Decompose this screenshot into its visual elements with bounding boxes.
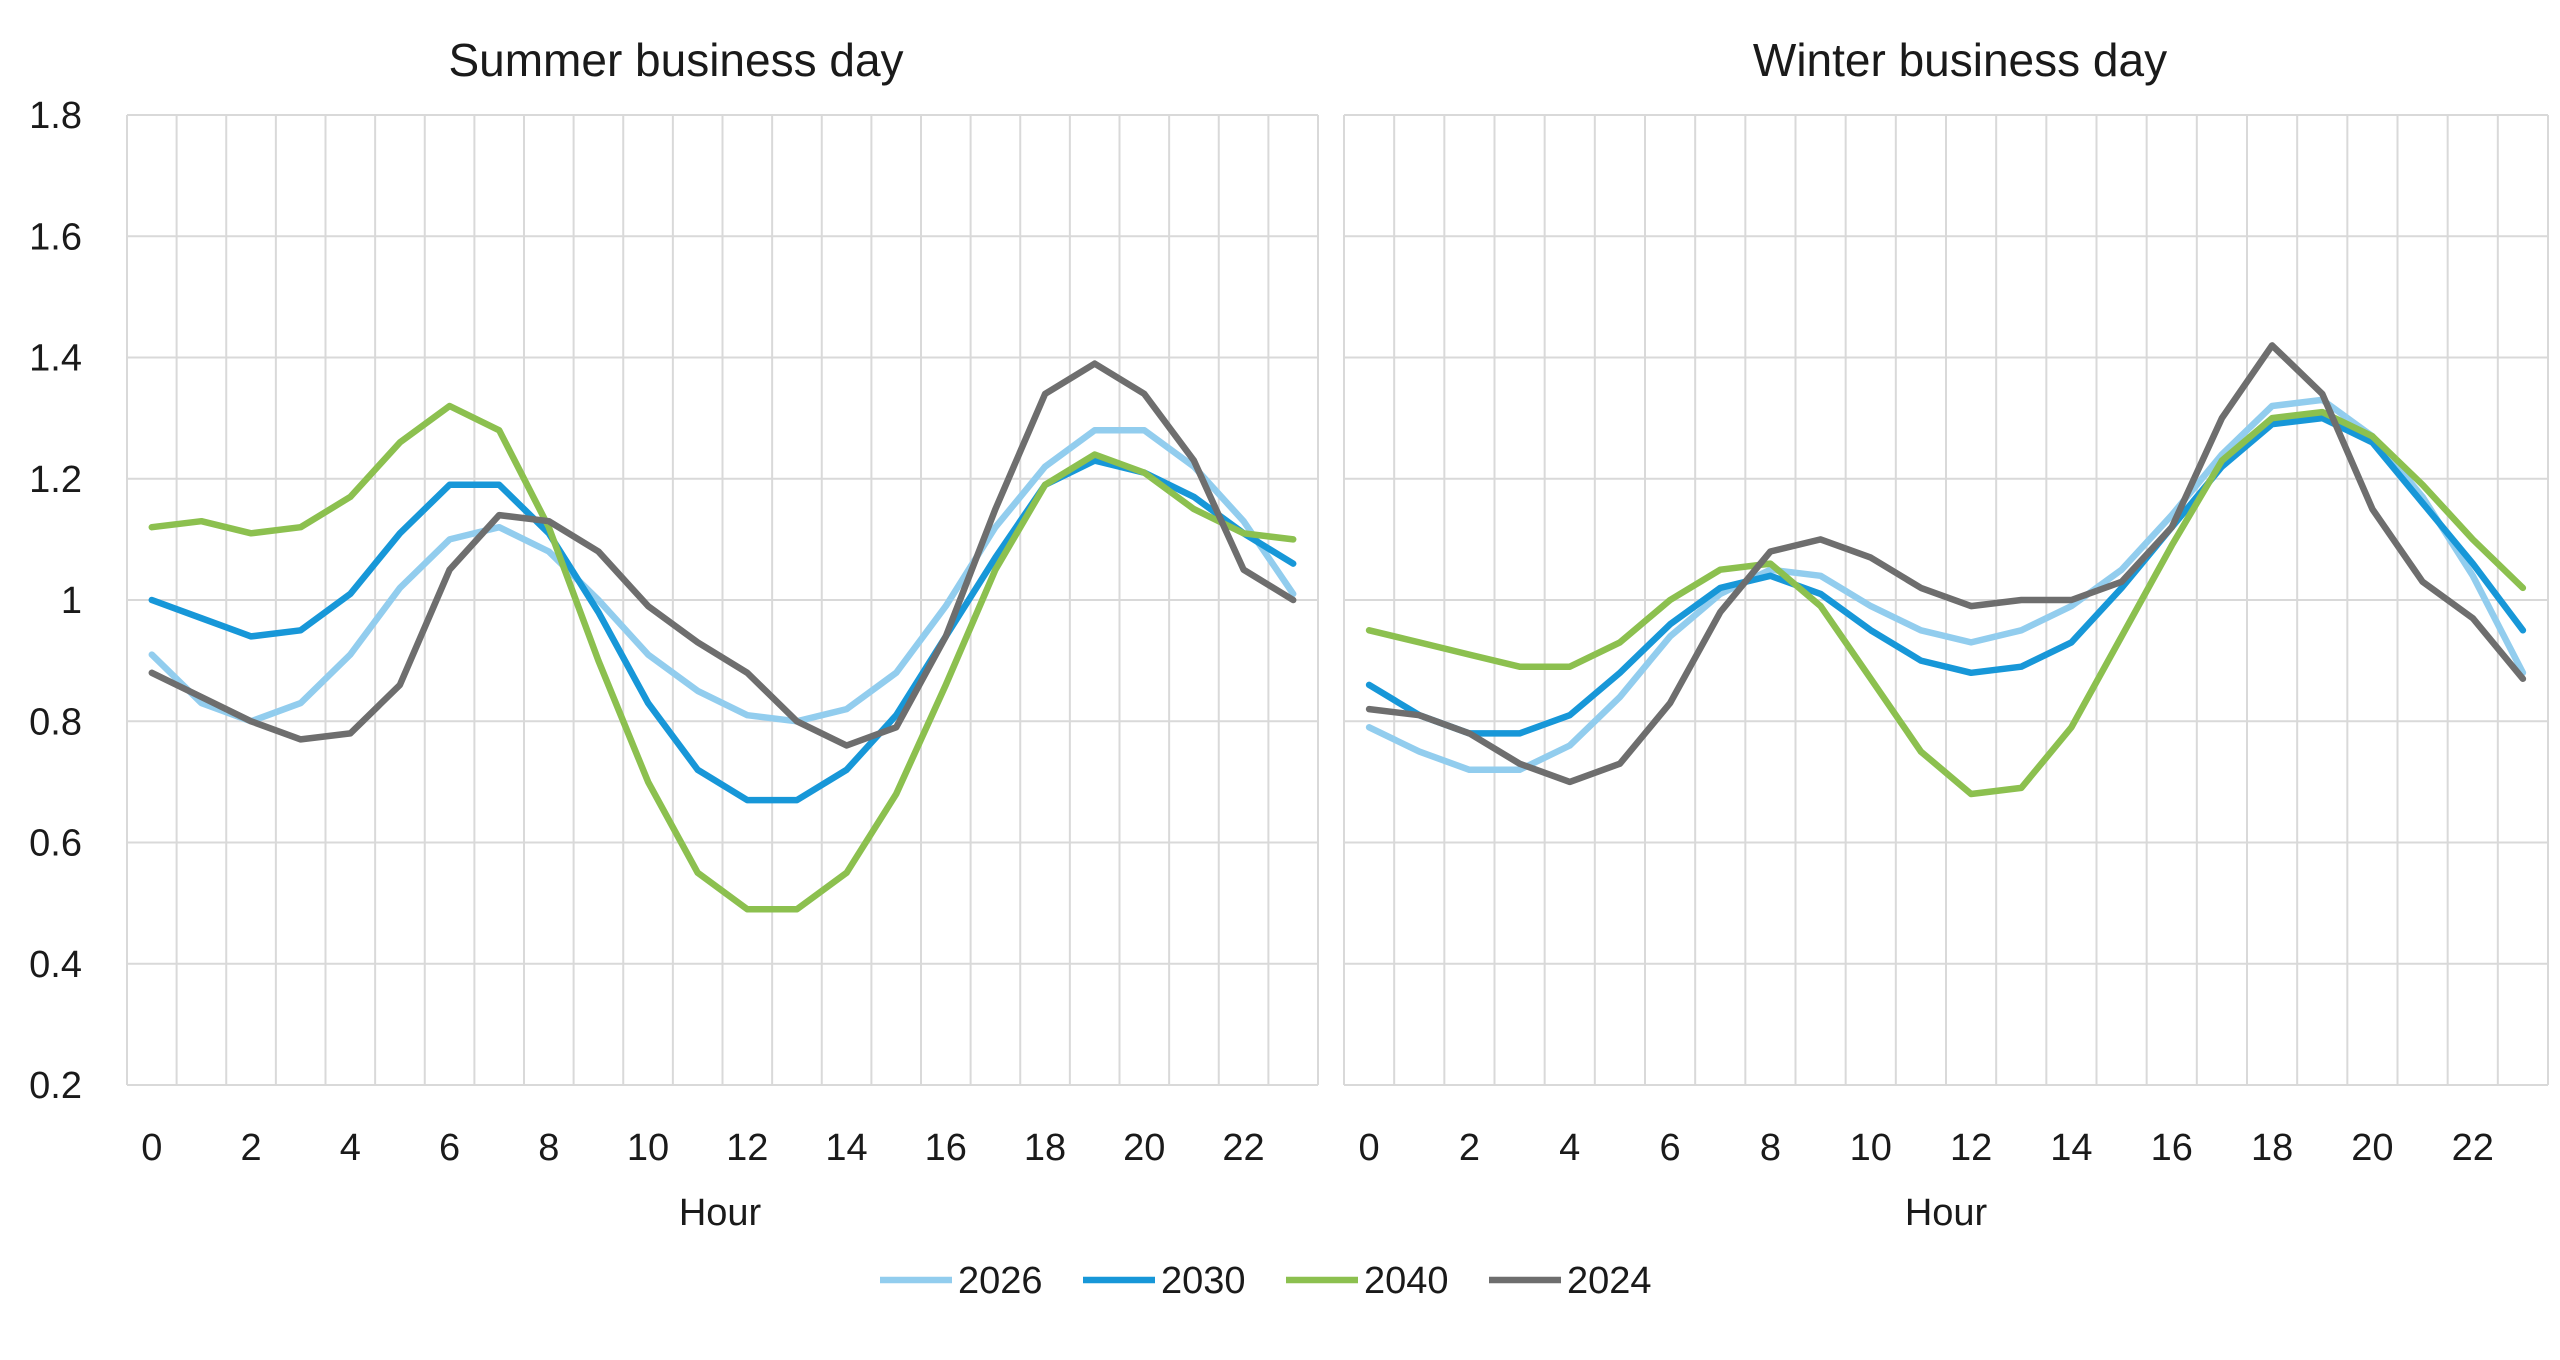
y-tick-label: 1.4 [29,338,82,380]
summer-series-2024 [148,360,1297,749]
winter-x-tick-label: 12 [1950,1127,1992,1169]
winter-panel: Winter business day 0 2 4 6 8 10 12 14 16 18 20 22 … [1343,34,2549,1234]
summer-x-tick-label: 6 [439,1127,460,1169]
winter-grid [1343,114,2549,1086]
summer-x-tick-label: 14 [825,1127,867,1169]
winter-x-tick-label: 6 [1660,1127,1681,1169]
legend-item-2024: 2024 [1489,1260,1652,1302]
legend-label: 2040 [1364,1260,1449,1302]
summer-x-axis-title: Hour [679,1192,762,1234]
winter-x-tick-label: 10 [1850,1127,1892,1169]
y-tick-label: 1.8 [29,95,82,137]
winter-x-tick-label: 16 [2151,1127,2193,1169]
summer-panel: Summer business day 0.2 0.4 0.6 0.8 1 1.2 1.4 1… [29,34,1319,1234]
summer-x-ticks: 0 2 4 6 8 10 12 14 16 18 20 22 [141,1127,1264,1169]
winter-panel-title: Winter business day [1753,34,2167,86]
summer-series [148,360,1297,913]
legend-item-2040: 2040 [1286,1260,1449,1302]
winter-x-tick-label: 4 [1559,1127,1580,1169]
winter-x-tick-label: 8 [1760,1127,1781,1169]
legend-label: 2024 [1567,1260,1652,1302]
summer-series-2030 [148,457,1297,804]
summer-x-tick-label: 4 [340,1127,361,1169]
winter-x-tick-label: 18 [2251,1127,2293,1169]
winter-x-ticks: 0 2 4 6 8 10 12 14 16 18 20 22 [1359,1127,2494,1169]
winter-x-tick-label: 20 [2351,1127,2393,1169]
legend: 2026 2030 2040 2024 [880,1260,1652,1302]
summer-grid [126,114,1319,1086]
y-tick-label: 1.2 [29,459,82,501]
summer-series-2040 [148,402,1297,913]
legend-label: 2030 [1161,1260,1246,1302]
y-tick-label: 0.8 [29,701,82,743]
summer-x-tick-label: 8 [538,1127,559,1169]
winter-x-tick-label: 14 [2050,1127,2092,1169]
summer-x-tick-label: 20 [1123,1127,1165,1169]
winter-series [1365,342,2527,798]
legend-item-2026: 2026 [880,1260,1043,1302]
y-tick-label: 1 [61,580,82,622]
summer-x-tick-label: 22 [1222,1127,1264,1169]
winter-x-tick-label: 2 [1459,1127,1480,1169]
y-tick-label: 0.2 [29,1065,82,1107]
summer-x-tick-label: 18 [1024,1127,1066,1169]
y-tick-label: 1.6 [29,216,82,258]
summer-y-ticks: 0.2 0.4 0.6 0.8 1 1.2 1.4 1.6 1.8 [29,95,82,1107]
winter-series-2024 [1365,342,2527,786]
legend-item-2030: 2030 [1083,1260,1246,1302]
summer-panel-title: Summer business day [448,34,903,86]
winter-x-axis-title: Hour [1905,1192,1988,1234]
winter-x-tick-label: 0 [1359,1127,1380,1169]
summer-x-tick-label: 2 [240,1127,261,1169]
winter-x-tick-label: 22 [2452,1127,2494,1169]
winter-series-2030 [1365,414,2527,737]
summer-series-2026 [148,427,1297,725]
legend-label: 2026 [958,1260,1043,1302]
summer-x-tick-label: 10 [627,1127,669,1169]
y-tick-label: 0.6 [29,823,82,865]
y-tick-label: 0.4 [29,944,82,986]
summer-x-tick-label: 16 [925,1127,967,1169]
summer-x-tick-label: 0 [141,1127,162,1169]
summer-x-tick-label: 12 [726,1127,768,1169]
